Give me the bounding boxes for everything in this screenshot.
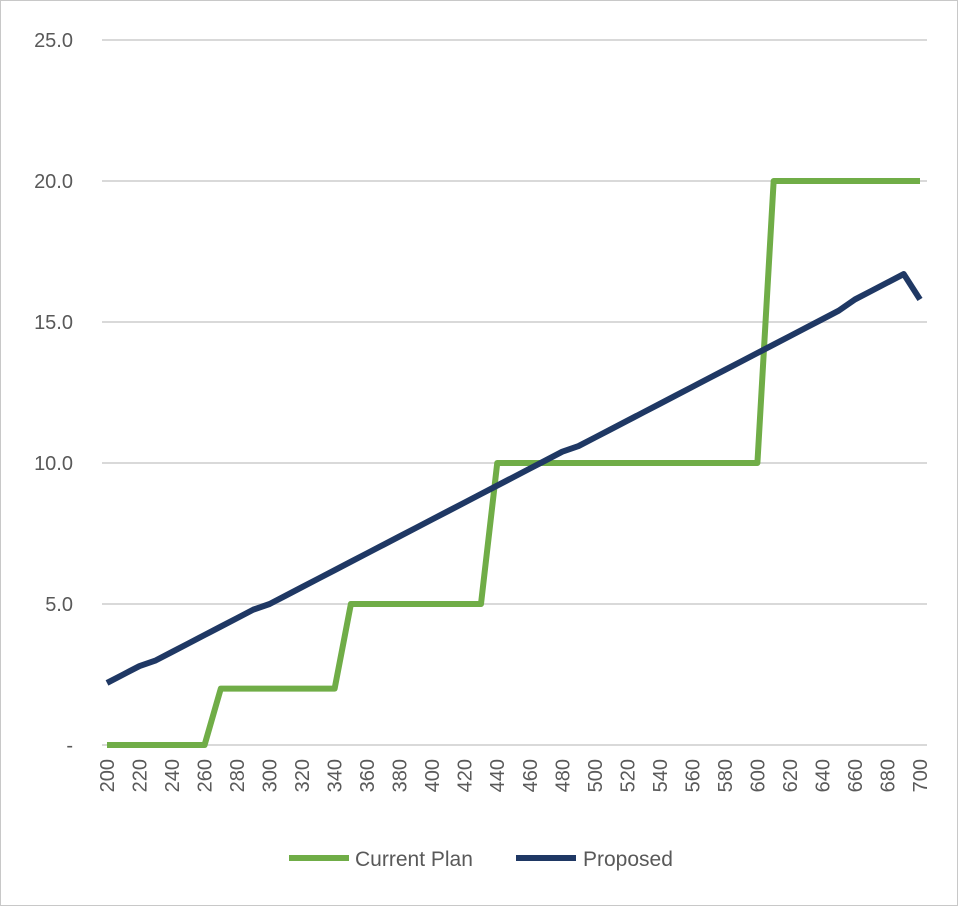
legend-label: Proposed [583, 848, 673, 871]
x-tick-label: 660 [845, 759, 867, 792]
y-tick-label: 10.0 [34, 453, 73, 475]
x-tick-label: 700 [910, 759, 932, 792]
x-tick-label: 320 [292, 759, 314, 792]
x-tick-label: 500 [585, 759, 607, 792]
x-axis-ticks: 200 220 240 260 280 300 320 340 360 380 400 420 440 4… [97, 759, 932, 792]
x-tick-label: 400 [422, 759, 444, 792]
x-tick-label: 680 [877, 759, 899, 792]
y-axis-ticks: - 5.0 10.0 15.0 20.0 25.0 [34, 30, 73, 757]
x-tick-label: 620 [780, 759, 802, 792]
y-tick-label: 5.0 [45, 594, 73, 616]
x-tick-label: 600 [747, 759, 769, 792]
x-tick-label: 640 [812, 759, 834, 792]
x-tick-label: 360 [357, 759, 379, 792]
series-line-current-plan [107, 178, 920, 748]
x-tick-label: 560 [682, 759, 704, 792]
x-tick-label: 480 [552, 759, 574, 792]
y-tick-label: - [66, 735, 73, 757]
x-tick-label: 520 [617, 759, 639, 792]
x-tick-label: 280 [227, 759, 249, 792]
x-tick-label: 220 [130, 759, 152, 792]
x-tick-label: 240 [162, 759, 184, 792]
gridlines [102, 39, 927, 746]
x-tick-label: 440 [487, 759, 509, 792]
x-tick-label: 340 [325, 759, 347, 792]
x-tick-label: 300 [260, 759, 282, 792]
legend-label: Current Plan [355, 848, 473, 871]
y-tick-label: 20.0 [34, 171, 73, 193]
series-line-proposed [105, 271, 923, 686]
x-tick-label: 540 [650, 759, 672, 792]
x-tick-label: 580 [715, 759, 737, 792]
y-tick-label: 15.0 [34, 312, 73, 334]
x-tick-label: 260 [195, 759, 217, 792]
y-tick-label: 25.0 [34, 30, 73, 52]
legend: Current Plan Proposed [289, 848, 673, 871]
series-lines [105, 178, 923, 748]
x-tick-label: 200 [97, 759, 119, 792]
x-tick-label: 460 [520, 759, 542, 792]
x-tick-label: 420 [455, 759, 477, 792]
x-tick-label: 380 [390, 759, 412, 792]
